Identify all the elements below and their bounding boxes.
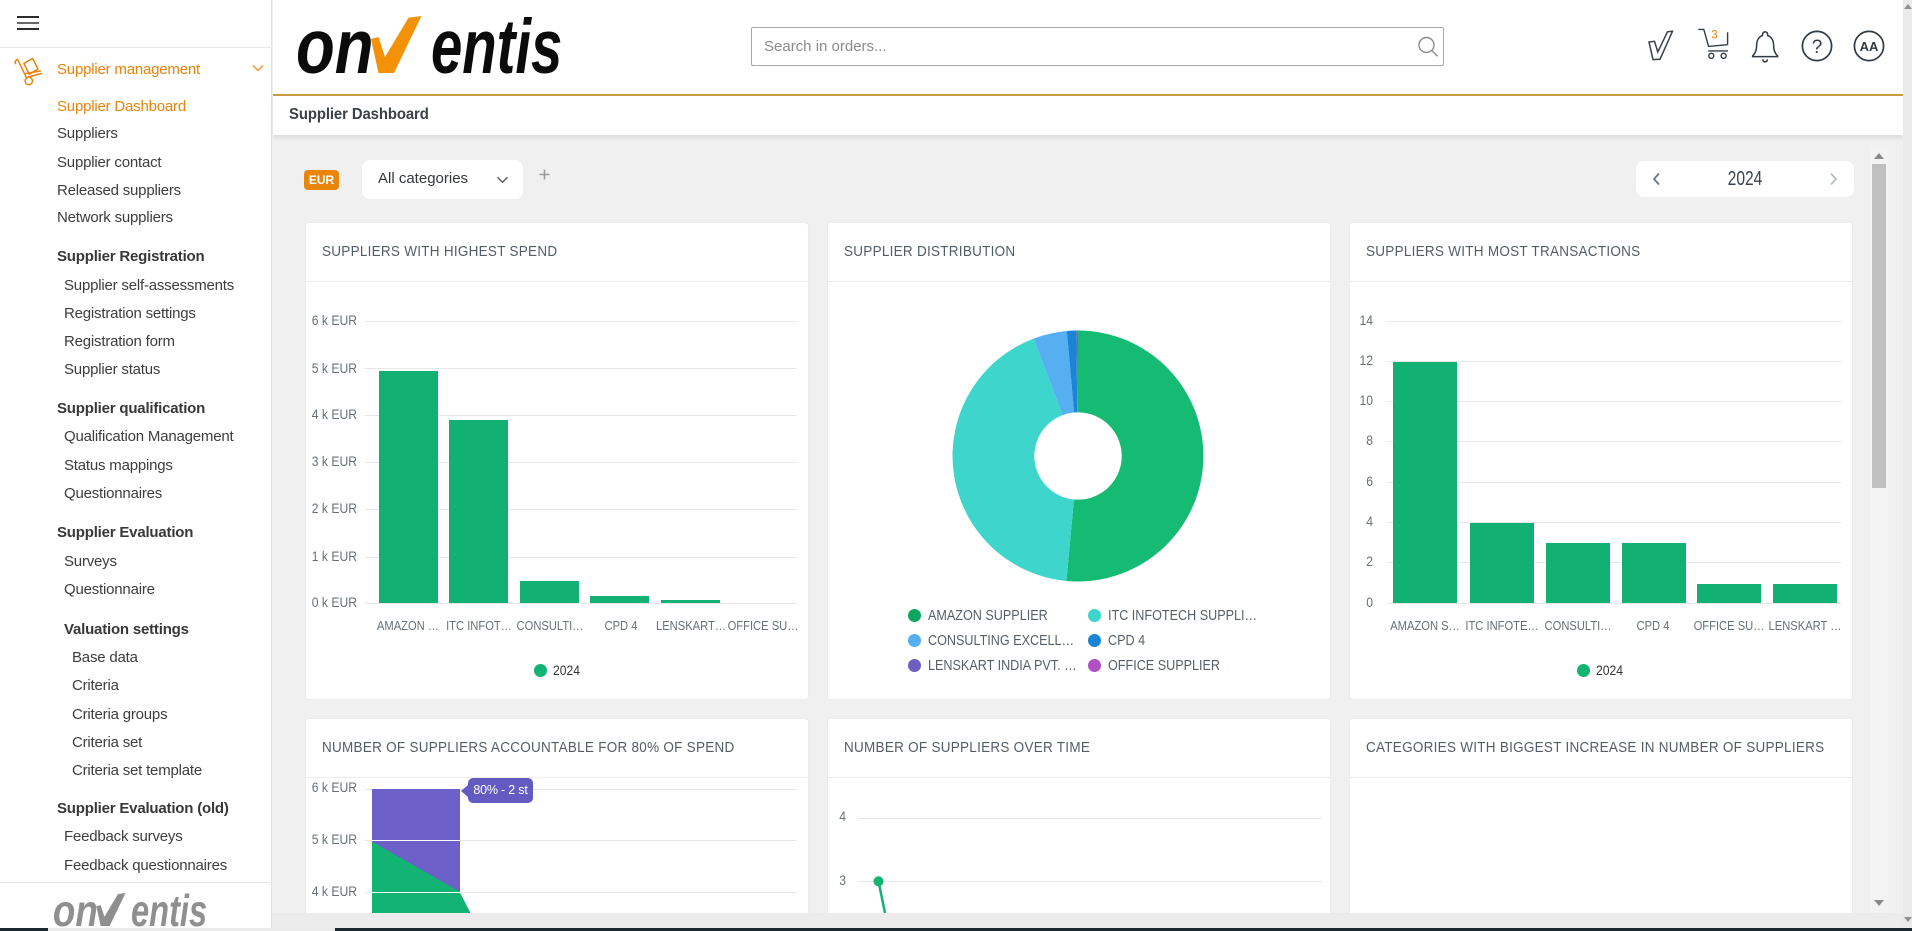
svg-text:?: ? [1812, 37, 1823, 58]
svg-text:entis: entis [431, 4, 562, 79]
svg-text:3: 3 [1711, 30, 1717, 42]
svg-text:on: on [53, 886, 98, 931]
svg-text:entis: entis [131, 887, 207, 931]
svg-text:AA: AA [1860, 39, 1879, 54]
svg-text:on: on [296, 4, 374, 79]
